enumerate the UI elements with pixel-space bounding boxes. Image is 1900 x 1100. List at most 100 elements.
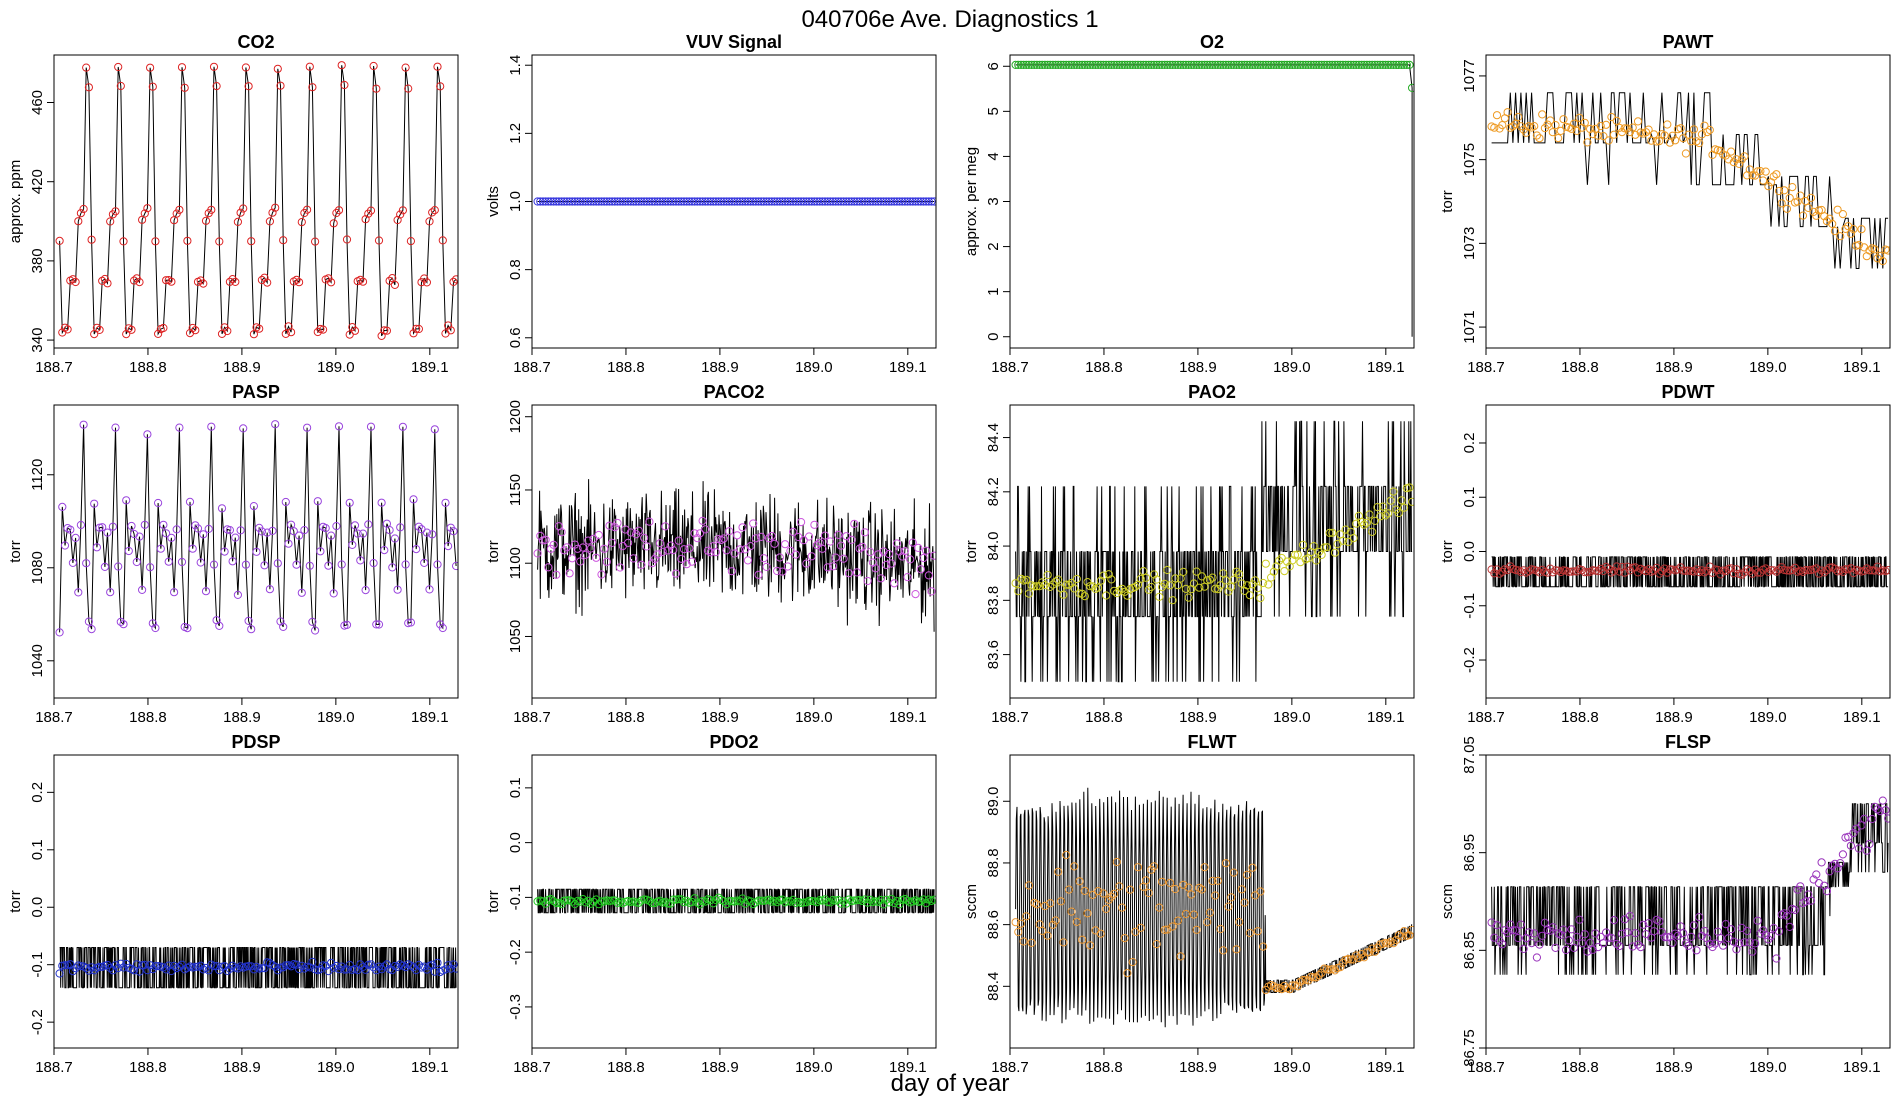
data-point (1673, 565, 1683, 574)
data-point (677, 554, 686, 563)
data-point (632, 197, 641, 206)
plot-area (55, 61, 458, 340)
data-point (1133, 863, 1143, 872)
data-point (1628, 123, 1637, 132)
data-point (1551, 566, 1560, 575)
data-point (313, 497, 322, 506)
data-point (350, 521, 360, 530)
x-tick-label: 189.1 (1843, 709, 1881, 726)
data-point (249, 965, 258, 974)
data-point (765, 895, 774, 904)
x-tick-label: 189.0 (1273, 359, 1311, 376)
data-point (1612, 116, 1621, 125)
data-point (1110, 586, 1119, 596)
data-point (655, 896, 665, 906)
data-point (1221, 859, 1231, 868)
data-point (273, 64, 282, 73)
data-point (1195, 583, 1204, 592)
data-point (151, 237, 160, 246)
data-point (1527, 565, 1536, 574)
data-point (108, 210, 118, 219)
x-tick-label: 188.9 (701, 709, 739, 726)
data-point (342, 235, 352, 244)
data-point (1740, 938, 1749, 947)
data-point (578, 543, 588, 552)
data-point (1203, 918, 1212, 927)
data-point (685, 197, 694, 206)
data-point (188, 544, 197, 553)
data-point (1261, 559, 1270, 568)
data-point (1378, 60, 1388, 70)
data-point (366, 206, 376, 215)
x-tick-label: 188.8 (1085, 1059, 1123, 1076)
data-point (887, 559, 896, 568)
data-point (1735, 939, 1744, 948)
data-point (1623, 928, 1632, 937)
data-point (1817, 858, 1826, 867)
data-point (844, 569, 854, 578)
plot-area (533, 197, 936, 206)
data-point (1567, 567, 1576, 576)
data-point (108, 522, 118, 531)
data-point (624, 197, 633, 206)
data-point (546, 544, 556, 553)
series-line (1015, 420, 1413, 683)
data-point (1333, 60, 1342, 70)
x-tick-label: 188.7 (513, 1059, 551, 1076)
data-point (807, 197, 816, 206)
data-point (1689, 921, 1699, 930)
data-point (1070, 862, 1079, 871)
data-point (1748, 947, 1757, 956)
y-axis-label: torr (7, 540, 24, 563)
y-axis-label: sccm (1439, 884, 1456, 919)
y-tick-label: -0.1 (507, 884, 524, 910)
x-tick-label: 188.9 (223, 709, 261, 726)
data-point (765, 197, 774, 206)
data-point (87, 963, 96, 972)
data-point (778, 567, 787, 576)
data-point (1245, 928, 1254, 938)
data-point (648, 898, 657, 908)
data-point (1596, 121, 1605, 131)
data-point (727, 197, 737, 206)
data-point (791, 550, 800, 559)
data-point (1602, 928, 1611, 937)
x-tick-label: 188.9 (1655, 709, 1693, 726)
data-point (1519, 944, 1528, 954)
data-point (924, 197, 933, 206)
data-point (55, 236, 64, 245)
data-point (271, 420, 280, 429)
data-point (1841, 565, 1850, 574)
data-point (1780, 909, 1789, 918)
data-point (863, 576, 872, 586)
data-point (1341, 525, 1350, 534)
data-point (1086, 582, 1095, 591)
data-point (1697, 566, 1707, 575)
data-point (1772, 954, 1781, 963)
data-point (1072, 60, 1081, 70)
data-point (666, 541, 675, 550)
data-point (1782, 566, 1792, 575)
data-point (71, 277, 80, 287)
data-point (1112, 589, 1121, 598)
data-point (1102, 591, 1111, 600)
plot-frame (1485, 404, 1891, 699)
data-point (642, 542, 651, 551)
data-point (1876, 251, 1885, 260)
data-point (1759, 176, 1768, 185)
x-tick-label: 188.9 (223, 1059, 261, 1076)
data-point (687, 557, 697, 566)
data-point (1030, 582, 1039, 591)
series-line (537, 479, 935, 632)
data-point (1846, 841, 1856, 850)
data-point (1357, 60, 1366, 70)
data-point (674, 197, 683, 206)
data-point (449, 527, 458, 536)
data-point (1032, 582, 1042, 591)
data-point (114, 963, 123, 973)
data-point (1067, 907, 1076, 916)
data-point (1408, 925, 1414, 935)
data-point (1511, 119, 1520, 129)
